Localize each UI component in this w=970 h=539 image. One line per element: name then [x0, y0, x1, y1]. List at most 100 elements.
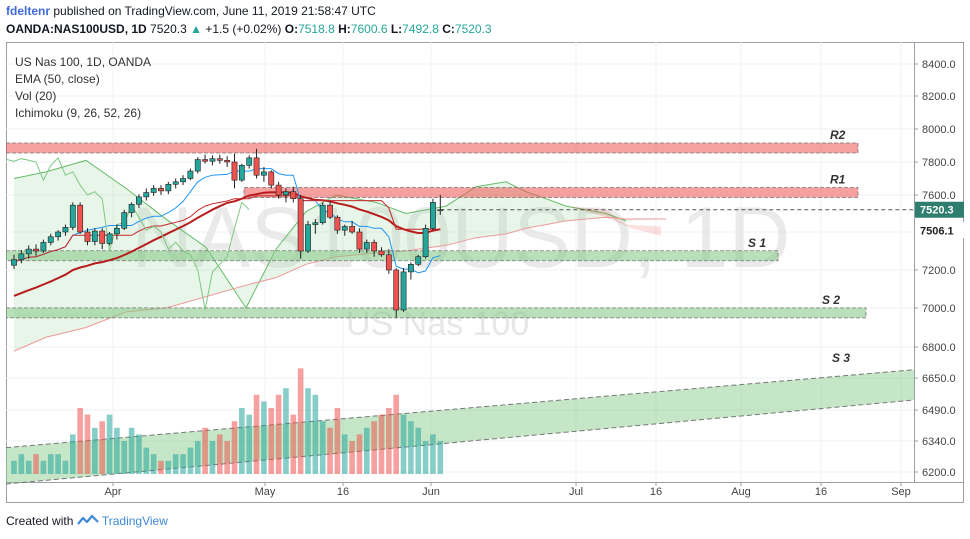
close-value: 7520.3: [454, 22, 492, 36]
volume-bar: [33, 454, 39, 474]
candle-body: [437, 209, 444, 212]
support-resistance-levels: R2 R1 S 1 S 2: [6, 128, 867, 319]
candle: [312, 219, 319, 234]
volume-bar: [349, 441, 355, 474]
volume-bar: [408, 421, 414, 474]
volume-bar: [172, 454, 179, 474]
candle: [238, 163, 245, 182]
candle: [91, 228, 98, 246]
candle-body: [33, 248, 39, 252]
volume-bar: [275, 394, 282, 474]
y-tick-label: 6800.0: [922, 342, 956, 354]
volume-bar: [400, 414, 407, 474]
volume-bar: [180, 454, 186, 474]
x-tick-label: Aug: [731, 486, 751, 498]
candle: [393, 268, 400, 318]
legend-ema[interactable]: EMA (50, close): [15, 72, 100, 86]
candle: [246, 155, 253, 169]
price-change: +1.5 (+0.02%): [205, 22, 282, 36]
time-axis[interactable]: Apr May 16 Jun Jul 16 Aug 16 Sep: [104, 482, 911, 498]
publisher-name[interactable]: fdeltenr: [6, 4, 51, 18]
candle-body: [106, 233, 113, 244]
x-tick-label: 16: [650, 486, 662, 498]
open-label: O:: [284, 22, 299, 36]
price-axis[interactable]: 8400.08200.08000.07800.07600.07400.07200…: [914, 59, 964, 479]
candle-body: [341, 226, 348, 231]
candle-body: [194, 159, 201, 172]
volume-bar: [77, 408, 83, 474]
legend-vol[interactable]: Vol (20): [15, 89, 57, 103]
symbol-label: OANDA:NAS100USD, 1D: [6, 22, 147, 36]
candle: [69, 202, 76, 231]
candle: [385, 249, 392, 274]
candle: [121, 209, 128, 231]
y-tick-label: 7600.0: [922, 190, 956, 202]
y-tick-label: 6650.0: [922, 373, 956, 385]
volume-bar: [319, 421, 326, 474]
candle-body: [297, 198, 304, 252]
candle: [422, 224, 429, 259]
volume-bar: [246, 414, 252, 474]
candle: [143, 188, 150, 201]
volume-bar: [268, 408, 275, 474]
open-value: 7518.8: [298, 22, 335, 36]
candle-body: [422, 228, 429, 258]
volume-bar: [378, 414, 385, 474]
candle-body: [238, 165, 245, 181]
candle-body: [407, 264, 414, 273]
price-label: 7520.3: [920, 205, 954, 217]
low-value: 7492.8: [402, 22, 439, 36]
volume-bar: [253, 394, 260, 474]
legend-title[interactable]: US Nas 100, 1D, OANDA: [15, 55, 152, 69]
high-value: 7600.6: [350, 22, 388, 36]
candle: [268, 170, 275, 189]
candle-body: [136, 196, 142, 205]
volume-bar: [121, 441, 128, 474]
candle-body: [400, 271, 407, 311]
volume-bar: [239, 408, 245, 474]
candle: [77, 202, 84, 234]
volume-bar: [99, 421, 105, 474]
volume-bar: [136, 434, 142, 474]
ohlc-header: OANDA:NAS100USD, 1D 7520.3 ▲ +1.5 (+0.02…: [6, 22, 492, 36]
candle: [25, 245, 32, 259]
secondary-label-bg: [915, 222, 964, 239]
secondary-price-label: 7506.1: [920, 225, 954, 237]
candle: [47, 233, 54, 246]
candle: [11, 254, 17, 270]
y-tick-label: 6490.0: [922, 405, 956, 417]
y-tick-label: 7000.0: [922, 303, 956, 315]
volume-bar: [430, 434, 436, 474]
candle: [334, 215, 341, 234]
candle: [128, 202, 135, 218]
volume-bar: [356, 434, 363, 474]
volume-bar: [283, 388, 289, 474]
candle: [216, 154, 223, 164]
volume-bar: [143, 447, 150, 474]
volume-bar: [422, 441, 429, 474]
candle-body: [114, 228, 120, 235]
s3-label: S 3: [832, 351, 850, 365]
volume-bar: [128, 427, 135, 474]
candle-body: [371, 242, 378, 252]
candle-body: [180, 178, 186, 183]
candlesticks: [11, 148, 444, 318]
candle: [407, 262, 414, 280]
candle-body: [253, 157, 260, 176]
y-tick-label: 8400.0: [922, 59, 956, 71]
candle-body: [305, 224, 311, 252]
candle: [99, 228, 106, 250]
tradingview-brand[interactable]: TradingView: [101, 514, 168, 528]
candle: [283, 188, 289, 203]
legend-ichimoku[interactable]: Ichimoku (9, 26, 52, 26): [15, 106, 142, 120]
close-label: C:: [442, 22, 455, 36]
x-tick-label: Apr: [104, 486, 121, 498]
tradingview-logo-icon[interactable]: [76, 514, 102, 528]
volume-bar: [47, 454, 54, 474]
volume-bar: [84, 414, 91, 474]
level-label-r1: R1: [830, 173, 846, 187]
candle: [297, 195, 304, 259]
candle-body: [363, 242, 370, 250]
candle: [202, 154, 208, 164]
